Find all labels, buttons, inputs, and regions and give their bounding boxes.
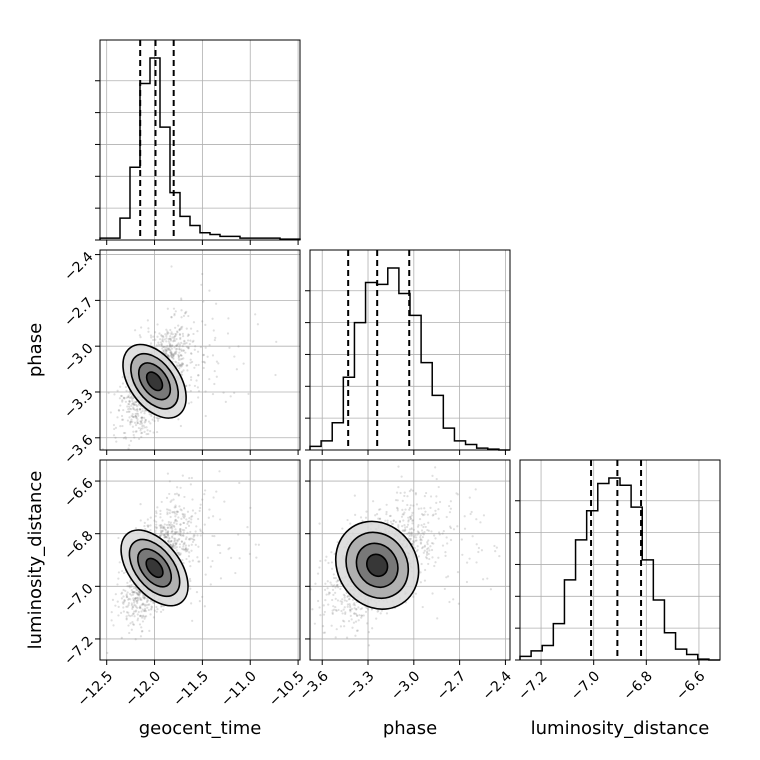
- y-tick-label: −2.7: [61, 295, 96, 330]
- x-tick-label: −3.3: [342, 668, 377, 703]
- panel-frame: [99, 249, 301, 451]
- panel-frame: [309, 249, 511, 451]
- contour-line: [120, 529, 189, 607]
- y-axis-label: luminosity_distance: [25, 471, 46, 650]
- x-tick-label: −2.7: [434, 668, 469, 703]
- x-tick-label: −11.0: [218, 668, 260, 710]
- scatter-panel-geocent_time-vs-luminosity_distance: −7.2−7.0−6.8−6.6−12.5 −12.0 −11.5 −11.0 −10.…: [25, 459, 308, 739]
- contour-line: [122, 343, 187, 419]
- x-tick-label: −6.6: [673, 668, 708, 703]
- x-axis-label: geocent_time: [139, 718, 262, 739]
- histogram-panel-phase: [305, 249, 511, 455]
- panel-frame: [99, 459, 301, 661]
- contour-line: [130, 352, 180, 410]
- x-tick-label: −7.2: [515, 668, 550, 703]
- panel-frame: [309, 459, 511, 661]
- contour-line: [128, 538, 181, 598]
- scatter-panel-geocent_time-vs-phase: −3.6 −3.3 −3.0 −2.7 −2.4 phase: [25, 249, 301, 467]
- y-tick-label: −3.6: [61, 432, 96, 467]
- contour-line: [137, 548, 173, 588]
- y-tick-label: −7.2: [61, 633, 96, 668]
- contour-line: [137, 362, 172, 401]
- y-tick-label: −7.0: [61, 581, 96, 616]
- x-tick-label: −3.0: [388, 668, 423, 703]
- y-tick-label: −3.0: [61, 341, 96, 376]
- x-tick-label: −6.8: [621, 668, 656, 703]
- x-tick-label: −12.0: [123, 668, 165, 710]
- contour-line: [345, 531, 410, 599]
- x-tick-label: −2.4: [480, 668, 515, 703]
- scatter-cloud: [310, 465, 501, 647]
- histogram-step: [99, 57, 301, 240]
- panel-background: [100, 40, 300, 240]
- x-tick-label: −7.0: [568, 668, 603, 703]
- panels: −3.6 −3.3 −3.0 −2.7 −2.4 phase −7.2 −7.0 −6.8 −6.…: [25, 39, 721, 739]
- scatter-cloud: [106, 470, 260, 655]
- histogram-step: [519, 477, 720, 661]
- y-tick-label: −6.6: [61, 475, 96, 510]
- x-tick-label: −11.5: [170, 668, 212, 710]
- panel-frame: [519, 459, 721, 661]
- density-level: [366, 554, 388, 577]
- panel-background: [520, 460, 720, 660]
- y-axis-label: phase: [25, 323, 46, 377]
- contour-line: [355, 542, 399, 589]
- histogram-panel-geocent_time: [95, 39, 301, 245]
- contour-line: [145, 371, 164, 392]
- x-axis-label: luminosity_distance: [531, 718, 710, 739]
- x-tick-label: −12.5: [75, 668, 117, 710]
- x-tick-label: −3.6: [296, 668, 331, 703]
- panel-frame: [99, 39, 301, 241]
- contour-line: [366, 553, 389, 578]
- scatter-cloud: [101, 265, 278, 450]
- y-tick-label: −3.3: [61, 386, 96, 421]
- y-tick-label: −2.4: [61, 249, 96, 284]
- y-tick-label: −6.8: [61, 528, 96, 563]
- x-axis-label: phase: [383, 718, 437, 739]
- contour-line: [145, 557, 164, 579]
- histogram-panel-luminosity_distance: −7.2 −7.0 −6.8 −6.6 luminosity_distance: [515, 459, 721, 739]
- contour-line: [334, 520, 420, 610]
